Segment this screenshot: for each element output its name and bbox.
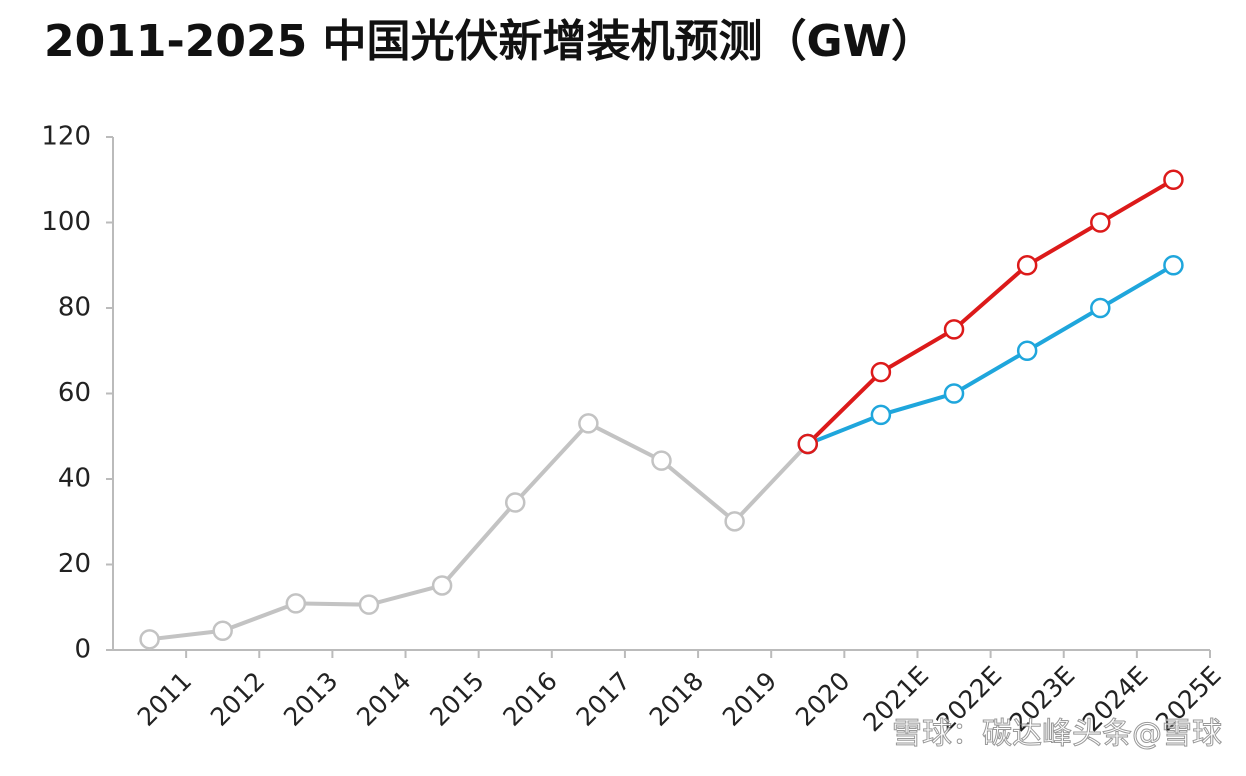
point (651, 450, 672, 471)
y-tick-label: 60 (58, 378, 91, 408)
x-tick-label: 2015 (424, 666, 489, 731)
point (1090, 212, 1111, 233)
point (431, 575, 453, 596)
point (1090, 297, 1111, 319)
y-tick-label: 40 (58, 464, 91, 494)
x-tick-label: 2012 (205, 666, 270, 731)
point (724, 511, 745, 532)
chart-title: 2011-2025 中国光伏新增装机预测（GW） (44, 16, 935, 67)
y-tick-label: 0 (74, 635, 91, 665)
x-tick-label: 2018 (644, 666, 709, 731)
y-tick-label: 80 (58, 293, 91, 323)
point (578, 413, 599, 434)
x-tick-label: 2017 (571, 666, 636, 731)
point (797, 433, 819, 455)
series-line (806, 178, 1175, 446)
x-tick-label: 2020 (790, 666, 855, 731)
x-tick-label: 2013 (278, 666, 343, 731)
point (1016, 340, 1038, 361)
y-tick-label: 20 (58, 549, 91, 579)
point (1016, 255, 1038, 276)
watermark: 雪球：碳达峰头条@雪球 (892, 717, 1222, 752)
x-tick-label: 2014 (351, 666, 416, 731)
point (358, 594, 380, 615)
point (1163, 169, 1184, 190)
series-line (149, 420, 810, 642)
point (139, 629, 160, 650)
y-tick-label: 100 (41, 207, 91, 237)
point (870, 361, 892, 383)
series-line (807, 263, 1175, 446)
x-tick-label: 2011 (132, 666, 197, 731)
x-tick-label: 2019 (717, 666, 782, 731)
point (943, 319, 965, 340)
point (212, 620, 233, 642)
x-tick-label: 2016 (497, 666, 562, 731)
point (870, 404, 892, 426)
y-tick-label: 120 (41, 122, 91, 152)
point (1163, 255, 1184, 276)
point (943, 383, 965, 404)
point (285, 593, 307, 614)
point (504, 492, 526, 513)
